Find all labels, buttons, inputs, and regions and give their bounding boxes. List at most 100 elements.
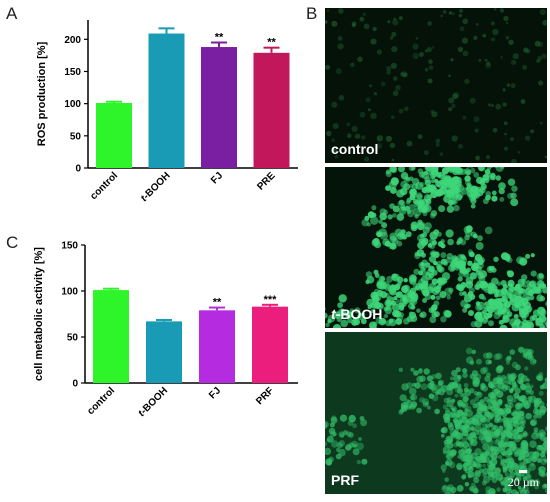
cell-spot: [441, 277, 448, 284]
cell-spot: [400, 72, 405, 77]
cell-spot: [356, 459, 361, 465]
cell-spot: [545, 321, 547, 328]
cell-spot: [337, 8, 344, 14]
cell-spot: [523, 442, 529, 448]
cell-spot: [457, 399, 464, 406]
cell-spot: [486, 352, 493, 359]
cell-spot: [520, 424, 526, 429]
cell-spot: [338, 294, 347, 303]
cell-spot: [392, 90, 399, 97]
cell-spot: [546, 403, 547, 407]
cell-spot: [488, 453, 494, 459]
cell-spot: [536, 59, 540, 63]
cell-spot: [472, 463, 477, 468]
cell-spot: [515, 364, 521, 371]
cell-spot: [521, 463, 528, 470]
cell-spot: [477, 235, 483, 242]
cell-spot: [423, 150, 429, 156]
cell-spot: [424, 68, 429, 72]
cell-spot: [370, 147, 374, 151]
cell-spot: [473, 116, 480, 123]
cell-spot: [465, 280, 474, 289]
cell-spot: [446, 388, 454, 396]
cell-spot: [455, 440, 461, 447]
cell-spot: [332, 432, 337, 437]
cell-spot: [538, 445, 543, 450]
cell-spot: [408, 311, 413, 316]
cell-spot: [347, 133, 352, 138]
cell-spot: [389, 235, 397, 243]
cell-spot: [495, 167, 504, 172]
cell-spot: [396, 276, 404, 284]
cell-spot: [457, 419, 463, 424]
cell-spot: [514, 301, 522, 309]
cell-spot: [469, 360, 475, 365]
cell-spot: [426, 47, 432, 53]
cell-spot: [502, 283, 508, 289]
cell-spot: [544, 377, 547, 383]
cell-spot: [372, 237, 380, 245]
cell-spot: [395, 292, 400, 297]
cell-spot: [401, 383, 409, 391]
cell-spot: [520, 99, 526, 104]
cell-spot: [399, 394, 407, 402]
cell-spot: [452, 93, 458, 100]
cell-spot: [509, 294, 518, 303]
cell-spot: [331, 440, 339, 448]
cell-spot: [376, 142, 383, 149]
bar: [146, 321, 182, 383]
cell-spot: [443, 416, 451, 424]
cell-spot: [521, 399, 529, 406]
cell-spot: [527, 396, 533, 402]
cell-spot: [508, 460, 516, 468]
cell-spot: [416, 407, 422, 414]
cell-spot: [388, 180, 397, 189]
cell-spot: [346, 122, 351, 127]
cell-spot: [422, 298, 428, 303]
cell-spot: [384, 299, 392, 308]
cell-spot: [493, 353, 501, 361]
cell-spot: [469, 399, 476, 406]
chart-c: 0 50 100 150 cell metabolic activity [%] cont…: [33, 241, 298, 419]
micrograph-control-texture: [325, 8, 547, 163]
cell-spot: [391, 158, 395, 162]
cell-spot: [484, 423, 490, 428]
cell-spot: [503, 15, 509, 22]
cell-spot: [532, 408, 539, 415]
cell-spot: [449, 450, 456, 457]
cell-spot: [447, 190, 453, 197]
cell-spot: [325, 441, 328, 447]
cell-spot: [488, 320, 494, 327]
cell-spot: [391, 115, 395, 120]
micrograph-prf-texture: [325, 346, 547, 494]
cell-spot: [463, 448, 472, 456]
cell-spot: [525, 382, 531, 388]
panel-label-b: B: [306, 4, 318, 23]
cell-spot: [398, 199, 405, 205]
cell-spot: [488, 298, 495, 306]
cell-spot: [325, 322, 330, 327]
cell-spot: [520, 384, 527, 391]
cell-spot: [456, 283, 462, 288]
cell-spot: [431, 269, 438, 276]
cell-spot: [448, 381, 456, 390]
cell-spot: [436, 264, 442, 270]
cell-spot: [387, 214, 393, 220]
cell-spot: [543, 441, 547, 448]
cell-spot: [427, 405, 431, 410]
cell-spot: [373, 92, 377, 96]
cell-spot: [459, 291, 464, 297]
cell-spot: [473, 35, 478, 40]
cell-spot: [443, 397, 450, 404]
cell-spot: [489, 463, 496, 469]
cell-spot: [457, 238, 463, 244]
cell-spot: [444, 442, 449, 447]
cell-spot: [477, 167, 486, 172]
cell-spot: [396, 213, 405, 221]
cell-spot: [538, 80, 544, 86]
cell-spot: [448, 412, 455, 419]
cell-spot: [510, 387, 515, 392]
cell-spot: [519, 462, 525, 468]
cell-spot: [464, 459, 472, 467]
category-label: FJ: [209, 170, 225, 186]
